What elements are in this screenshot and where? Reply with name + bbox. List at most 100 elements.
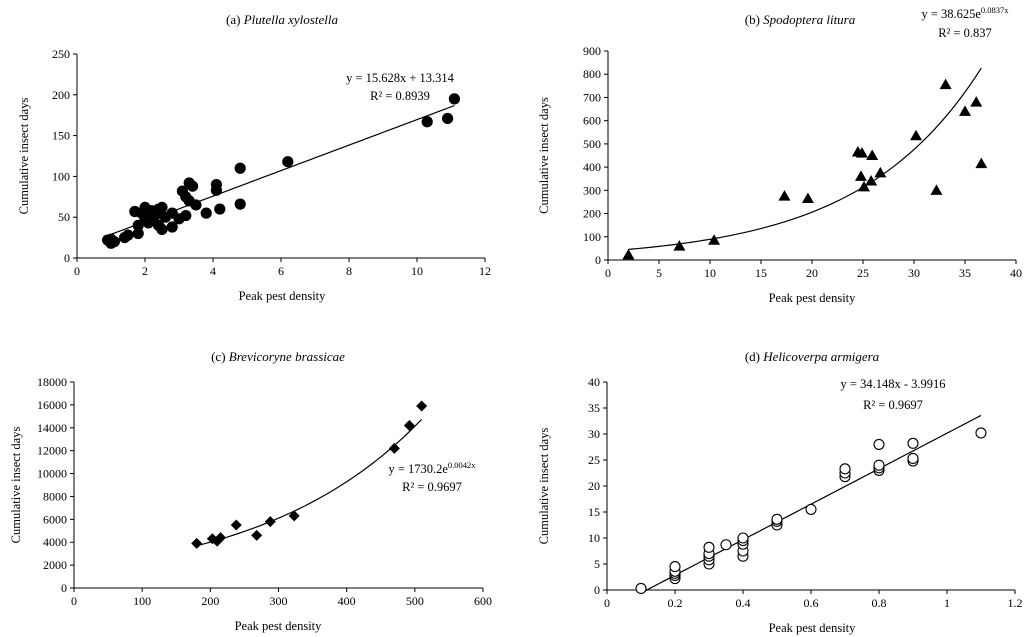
- y-tick-label: 800: [583, 67, 601, 81]
- chart-title: (b) Spodoptera litura: [745, 12, 856, 27]
- r-squared: R² = 0.837: [938, 26, 992, 40]
- r-squared: R² = 0.8939: [370, 89, 430, 103]
- data-point: [939, 78, 952, 90]
- chart-panel-c: (c) Brevicoryne brassicae020004000600080…: [9, 349, 492, 633]
- y-tick-label: 0: [595, 253, 601, 267]
- x-tick-label: 300: [270, 594, 288, 608]
- x-tick-label: 40: [1010, 266, 1022, 280]
- x-tick-label: 400: [338, 594, 356, 608]
- data-point: [858, 180, 871, 192]
- data-point: [448, 93, 460, 105]
- x-tick-label: 0: [604, 596, 610, 610]
- y-tick-label: 200: [52, 88, 70, 102]
- y-tick-label: 250: [52, 47, 70, 61]
- y-axis-title: Cumulative insect days: [537, 97, 551, 214]
- data-point: [865, 175, 878, 186]
- x-tick-label: 0.4: [736, 596, 751, 610]
- species-name: Spodoptera litura: [763, 12, 856, 27]
- data-point: [388, 442, 400, 454]
- x-tick-label: 25: [857, 266, 869, 280]
- x-tick-label: 4: [210, 264, 216, 278]
- r-squared: R² = 0.9697: [863, 398, 923, 412]
- y-tick-label: 700: [583, 90, 601, 104]
- y-tick-label: 14000: [37, 421, 67, 435]
- data-point: [854, 170, 867, 181]
- y-tick-label: 50: [58, 210, 70, 224]
- data-point: [866, 149, 879, 160]
- data-point: [873, 438, 885, 450]
- y-tick-label: 100: [52, 169, 70, 183]
- y-tick-label: 35: [588, 401, 600, 415]
- data-point: [873, 459, 885, 471]
- data-point: [214, 203, 226, 215]
- data-point: [210, 178, 222, 191]
- equation-main: y = 34.148x - 3.9916: [841, 377, 946, 391]
- y-tick-label: 0: [64, 251, 70, 265]
- data-point: [187, 180, 199, 192]
- trendline: [628, 67, 982, 250]
- chart-panel-a: (a) Plutella xylostella 0 50 100 150 200 250 0 2…: [17, 12, 491, 303]
- y-tick-label: 20: [588, 479, 600, 493]
- x-tick-label: 0: [74, 264, 80, 278]
- data-point: [907, 452, 919, 464]
- equation-exponent: 0.0837x: [981, 5, 1009, 15]
- data-point: [200, 207, 212, 219]
- data-point: [930, 184, 943, 195]
- panel-label: (c): [211, 349, 229, 364]
- trend-equation: y = 34.148x - 3.9916: [841, 377, 946, 391]
- trend-equation: y = 1730.2e0.0042x: [388, 460, 476, 476]
- y-tick-label: 15: [588, 505, 600, 519]
- data-point: [907, 437, 919, 449]
- data-point: [282, 156, 294, 168]
- y-tick-label: 0: [61, 581, 67, 595]
- y-tick-label: 6000: [43, 512, 67, 526]
- y-tick-label: 10000: [37, 467, 67, 481]
- data-point: [855, 147, 868, 158]
- y-tick-label: 25: [588, 453, 600, 467]
- y-tick-label: 100: [583, 230, 601, 244]
- data-point: [230, 519, 242, 531]
- y-tick-label: 5: [594, 557, 600, 571]
- data-point: [874, 166, 887, 178]
- chart-panel-b: (b) Spodoptera litura0100200300400500600…: [537, 5, 1022, 305]
- x-tick-label: 35: [959, 266, 971, 280]
- data-point: [970, 96, 983, 107]
- data-point: [166, 221, 178, 233]
- y-axis-title: Cumulative insect days: [9, 427, 23, 544]
- y-tick-label: 500: [583, 137, 601, 151]
- trend-equation: y = 38.625e0.0837x: [921, 5, 1009, 21]
- x-tick-label: 5: [656, 266, 662, 280]
- data-point: [669, 561, 681, 573]
- data-point: [191, 537, 203, 549]
- y-tick-label: 200: [583, 207, 601, 221]
- chart-panel-d: (d) Helicoverpa armigera0510152025303540…: [537, 349, 1023, 635]
- x-axis-title: Peak pest density: [239, 289, 327, 303]
- y-tick-label: 12000: [37, 444, 67, 458]
- y-axis-title: Cumulative insect days: [17, 98, 31, 215]
- data-point: [622, 248, 635, 260]
- data-point: [251, 529, 263, 541]
- trend-equation: y = 15.628x + 13.314: [346, 71, 455, 85]
- species-name: Brevicoryne brassicae: [229, 349, 345, 364]
- data-point: [703, 541, 715, 553]
- x-tick-label: 1.2: [1008, 596, 1023, 610]
- data-point: [421, 116, 433, 128]
- y-tick-label: 300: [583, 183, 601, 197]
- chart-title: (c) Brevicoryne brassicae: [211, 349, 345, 364]
- x-tick-label: 0.6: [804, 596, 819, 610]
- x-tick-label: 2: [142, 264, 148, 278]
- x-tick-label: 0: [605, 266, 611, 280]
- y-tick-label: 400: [583, 160, 601, 174]
- data-point: [975, 157, 988, 169]
- data-point: [156, 201, 168, 214]
- x-tick-label: 1: [944, 596, 950, 610]
- y-tick-label: 2000: [43, 558, 67, 572]
- data-point: [416, 400, 428, 412]
- x-tick-label: 12: [479, 264, 491, 278]
- equation-main: y = 15.628x + 13.314: [346, 71, 455, 85]
- data-point: [805, 503, 817, 515]
- data-point: [234, 198, 246, 210]
- data-point: [673, 240, 686, 251]
- y-tick-label: 10: [588, 531, 600, 545]
- y-tick-label: 30: [588, 427, 600, 441]
